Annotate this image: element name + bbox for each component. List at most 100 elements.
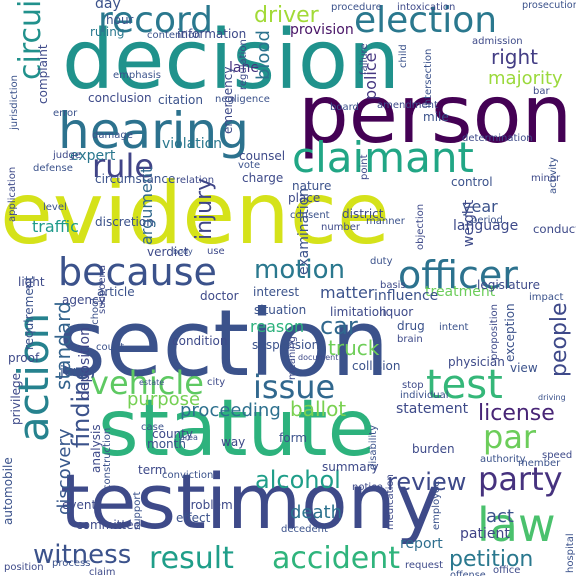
- word-count: count: [96, 342, 124, 353]
- word-authority: authority: [480, 454, 526, 465]
- word-disability: disability: [368, 425, 379, 470]
- word-point: point: [359, 154, 370, 180]
- word-minor: minor: [531, 173, 561, 184]
- word-activity: activity: [548, 157, 559, 194]
- word-legislature: legislature: [477, 278, 540, 292]
- word-influence: influence: [374, 288, 438, 304]
- word-hour: hour: [106, 13, 134, 27]
- word-action: action: [9, 313, 58, 442]
- word-offense: offense: [450, 570, 486, 576]
- word-nature: nature: [292, 179, 331, 193]
- word-expert: expert: [70, 148, 116, 164]
- word-examination: examination: [296, 188, 312, 275]
- word-case: case: [141, 422, 164, 433]
- word-county: county: [152, 427, 193, 441]
- word-meaning: meaning: [287, 336, 298, 380]
- word-liquor: liquor: [379, 305, 413, 319]
- word-vote: vote: [238, 160, 260, 171]
- word-contention: contention: [147, 30, 201, 41]
- word-day: day: [95, 0, 121, 12]
- word-event: event: [62, 498, 96, 512]
- word-way: way: [221, 435, 245, 449]
- word-defense: defense: [33, 163, 73, 174]
- word-subpoena: subpoena: [97, 265, 108, 314]
- word-stop: stop: [402, 380, 424, 391]
- word-request: request: [405, 560, 443, 571]
- word-law: law: [477, 498, 556, 552]
- word-discretion: discretion: [95, 215, 154, 229]
- word-decision: decision: [62, 13, 400, 108]
- word-purpose: purpose: [127, 389, 200, 410]
- word-requirement: requirement: [22, 276, 36, 350]
- word-judge: judge: [52, 150, 81, 161]
- word-period: period: [471, 215, 503, 226]
- word-effect: effect: [176, 511, 211, 525]
- word-statute: statute: [98, 384, 376, 474]
- word-test: test: [426, 362, 503, 408]
- word-rule: rule: [92, 147, 154, 185]
- word-collision: collision: [352, 359, 400, 373]
- word-admission: admission: [472, 36, 523, 47]
- word-violation: violation: [162, 136, 222, 152]
- word-document: document: [298, 353, 338, 362]
- word-privilege: privilege: [9, 373, 23, 425]
- word-use: use: [207, 246, 225, 257]
- word-analysis: analysis: [89, 424, 103, 473]
- word-notice: notice: [352, 482, 383, 493]
- word-proposition: proposition: [489, 304, 500, 360]
- word-injury: injury: [192, 178, 217, 240]
- word-regulation: regulation: [238, 39, 249, 90]
- word-ruling: ruling: [90, 25, 124, 39]
- word-police: police: [361, 53, 380, 100]
- word-board: board: [330, 102, 359, 113]
- word-conclusion: conclusion: [88, 91, 152, 105]
- word-decedent: decedent: [281, 524, 328, 535]
- word-member: member: [518, 458, 561, 469]
- word-committee: committee: [76, 518, 141, 532]
- word-individual: individual: [400, 390, 449, 401]
- word-brain: brain: [397, 334, 423, 345]
- word-circuit: circuit: [13, 0, 48, 80]
- word-license: license: [478, 401, 555, 426]
- word-place: place: [288, 191, 320, 205]
- word-reason: reason: [250, 317, 304, 336]
- word-party: party: [478, 460, 563, 498]
- word-hospital: hospital: [565, 533, 576, 573]
- word-year: year: [462, 197, 498, 216]
- word-hearing: hearing: [58, 102, 249, 160]
- word-act: act: [486, 506, 514, 527]
- word-proceeding: proceeding: [180, 400, 281, 421]
- word-lane: lane: [229, 60, 259, 76]
- word-mile: mile: [423, 110, 449, 124]
- word-majority: majority: [488, 68, 563, 89]
- word-employee: employee: [431, 481, 442, 530]
- word-duty: duty: [370, 256, 393, 267]
- word-office: office: [493, 565, 520, 576]
- word-medication: medication: [385, 474, 396, 530]
- word-month: month: [147, 437, 186, 451]
- word-estate: estate: [139, 378, 164, 387]
- word-damage: damage: [92, 130, 133, 141]
- word-review: review: [387, 468, 466, 496]
- word-school: school: [90, 298, 101, 330]
- word-process: process: [52, 558, 90, 569]
- word-burden: burden: [412, 442, 455, 456]
- word-claim: claim: [89, 567, 115, 576]
- word-light: light: [18, 275, 45, 289]
- word-level: level: [43, 202, 67, 213]
- word-jury: jury: [59, 364, 87, 380]
- word-interest: interest: [253, 285, 299, 299]
- word-procedure: procedure: [331, 2, 382, 13]
- word-driver: driver: [254, 3, 320, 28]
- word-circumstance: circumstance: [95, 172, 175, 186]
- word-district: district: [342, 207, 384, 221]
- word-conviction: conviction: [162, 470, 213, 481]
- word-situation: situation: [254, 303, 306, 317]
- word-intersection: intersection: [423, 49, 434, 108]
- word-counsel: counsel: [239, 149, 285, 163]
- word-exception: exception: [503, 303, 517, 362]
- word-officer: officer: [398, 253, 518, 297]
- word-consent: consent: [290, 210, 330, 221]
- word-objection: objection: [415, 204, 426, 250]
- word-summary: summary: [322, 460, 379, 474]
